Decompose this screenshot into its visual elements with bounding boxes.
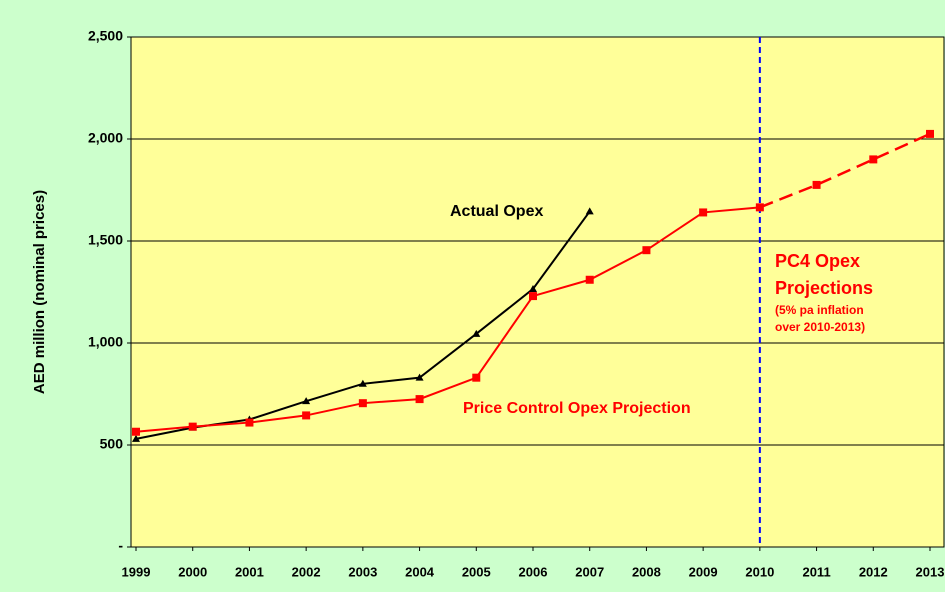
x-tick-label: 2001: [235, 564, 264, 579]
y-tick-label: 2,000: [88, 130, 123, 146]
marker: [585, 275, 594, 284]
marker: [926, 129, 934, 138]
marker: [472, 329, 481, 337]
x-tick-label: 2006: [519, 564, 548, 579]
x-tick-label: 2009: [689, 564, 718, 579]
y-tick-label: 1,500: [88, 232, 123, 248]
marker: [302, 411, 311, 420]
y-tick-label: 1,000: [88, 334, 123, 350]
x-tick-label: 2004: [405, 564, 435, 579]
marker: [132, 434, 140, 442]
plot-area: [130, 36, 945, 548]
marker: [358, 399, 367, 408]
marker: [755, 203, 764, 212]
marker: [132, 427, 140, 436]
marker: [812, 180, 821, 189]
x-tick-label: 2003: [348, 564, 377, 579]
series-line: [759, 132, 931, 209]
annotation: Projections: [775, 278, 873, 298]
x-tick-label: 2007: [575, 564, 604, 579]
x-tick-label: 2002: [292, 564, 321, 579]
marker: [245, 418, 254, 427]
x-tick-label: 1999: [122, 564, 151, 579]
x-tick-label: 2005: [462, 564, 491, 579]
y-tick-label: -: [118, 538, 123, 554]
marker: [188, 422, 197, 431]
x-tick-label: 2011: [802, 564, 830, 579]
marker: [358, 379, 367, 387]
marker: [585, 207, 594, 215]
y-axis-label: AED million (nominal prices): [31, 190, 48, 394]
annotation: PC4 Opex: [775, 251, 860, 271]
marker: [302, 397, 311, 405]
marker: [869, 155, 878, 164]
series-line: [135, 206, 760, 433]
series-label: Price Control Opex Projection: [463, 400, 691, 417]
x-tick-label: 2008: [632, 564, 661, 579]
x-tick-label: 2000: [178, 564, 207, 579]
x-tick-label: 2012: [859, 564, 888, 579]
y-tick-label: 2,500: [88, 28, 123, 44]
marker: [415, 395, 424, 404]
marker: [415, 373, 424, 381]
annotation: over 2010-2013): [775, 320, 865, 334]
marker: [529, 292, 537, 301]
y-tick-label: 500: [100, 436, 124, 452]
series-label: Actual Opex: [450, 203, 543, 220]
marker: [472, 373, 481, 382]
marker: [642, 246, 651, 255]
annotation: (5% pa inflation: [775, 303, 864, 317]
marker: [529, 284, 537, 292]
x-tick-label: 2010: [745, 564, 774, 579]
marker: [699, 208, 708, 217]
x-tick-label: 2013: [916, 564, 945, 579]
